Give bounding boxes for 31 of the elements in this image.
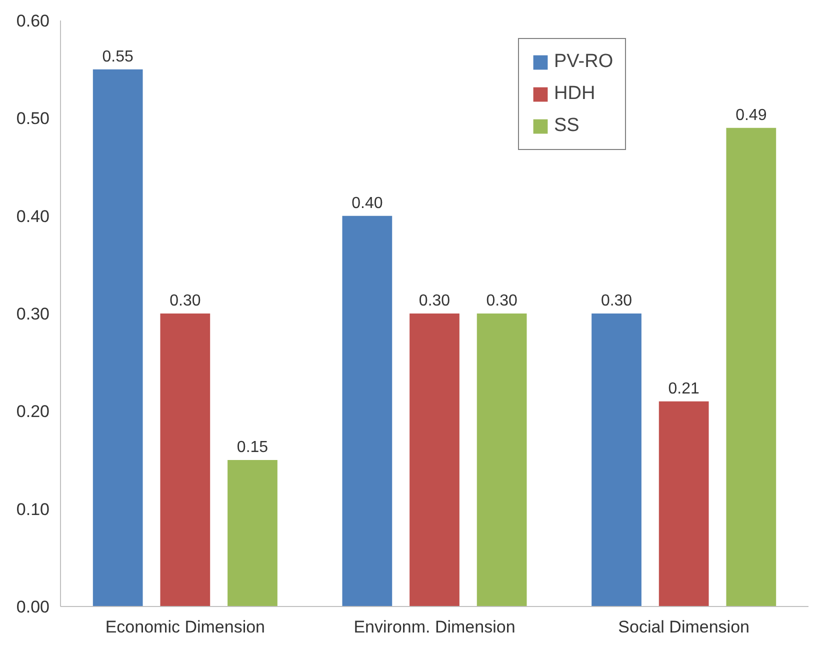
- y-tick-label: 0.60: [16, 12, 50, 30]
- y-tick-label: 0.40: [16, 206, 50, 226]
- legend-label: HDH: [554, 83, 596, 105]
- bar: [726, 128, 776, 606]
- data-label: 0.21: [668, 380, 700, 398]
- bar: [160, 314, 210, 606]
- bar: [92, 69, 143, 606]
- bar: [342, 216, 392, 606]
- data-label: 0.30: [170, 292, 201, 310]
- y-tick-label: 0.30: [16, 304, 50, 324]
- data-label: 0.30: [486, 292, 518, 310]
- y-tick-label: 0.00: [16, 598, 50, 616]
- data-label: 0.30: [600, 292, 632, 310]
- bar: [592, 314, 642, 606]
- x-tick-label: Economic Dimension: [105, 618, 266, 636]
- bar: [658, 401, 709, 606]
- bar: [410, 314, 460, 606]
- data-label: 0.40: [352, 194, 383, 212]
- x-tick-label: Social Dimension: [618, 618, 750, 636]
- data-label: 0.55: [102, 48, 134, 66]
- bar: [228, 460, 278, 606]
- legend-label: PV-RO: [554, 51, 614, 73]
- y-tick-label: 0.20: [16, 402, 50, 422]
- y-tick-label: 0.50: [16, 109, 50, 128]
- y-tick-label: 0.10: [16, 500, 50, 519]
- data-label: 0.15: [236, 439, 268, 456]
- x-tick-label: Environm. Dimension: [354, 618, 516, 636]
- bar: [476, 314, 527, 606]
- legend-label: SS: [554, 115, 580, 137]
- data-label: 0.30: [418, 292, 450, 310]
- data-label: 0.49: [736, 106, 767, 124]
